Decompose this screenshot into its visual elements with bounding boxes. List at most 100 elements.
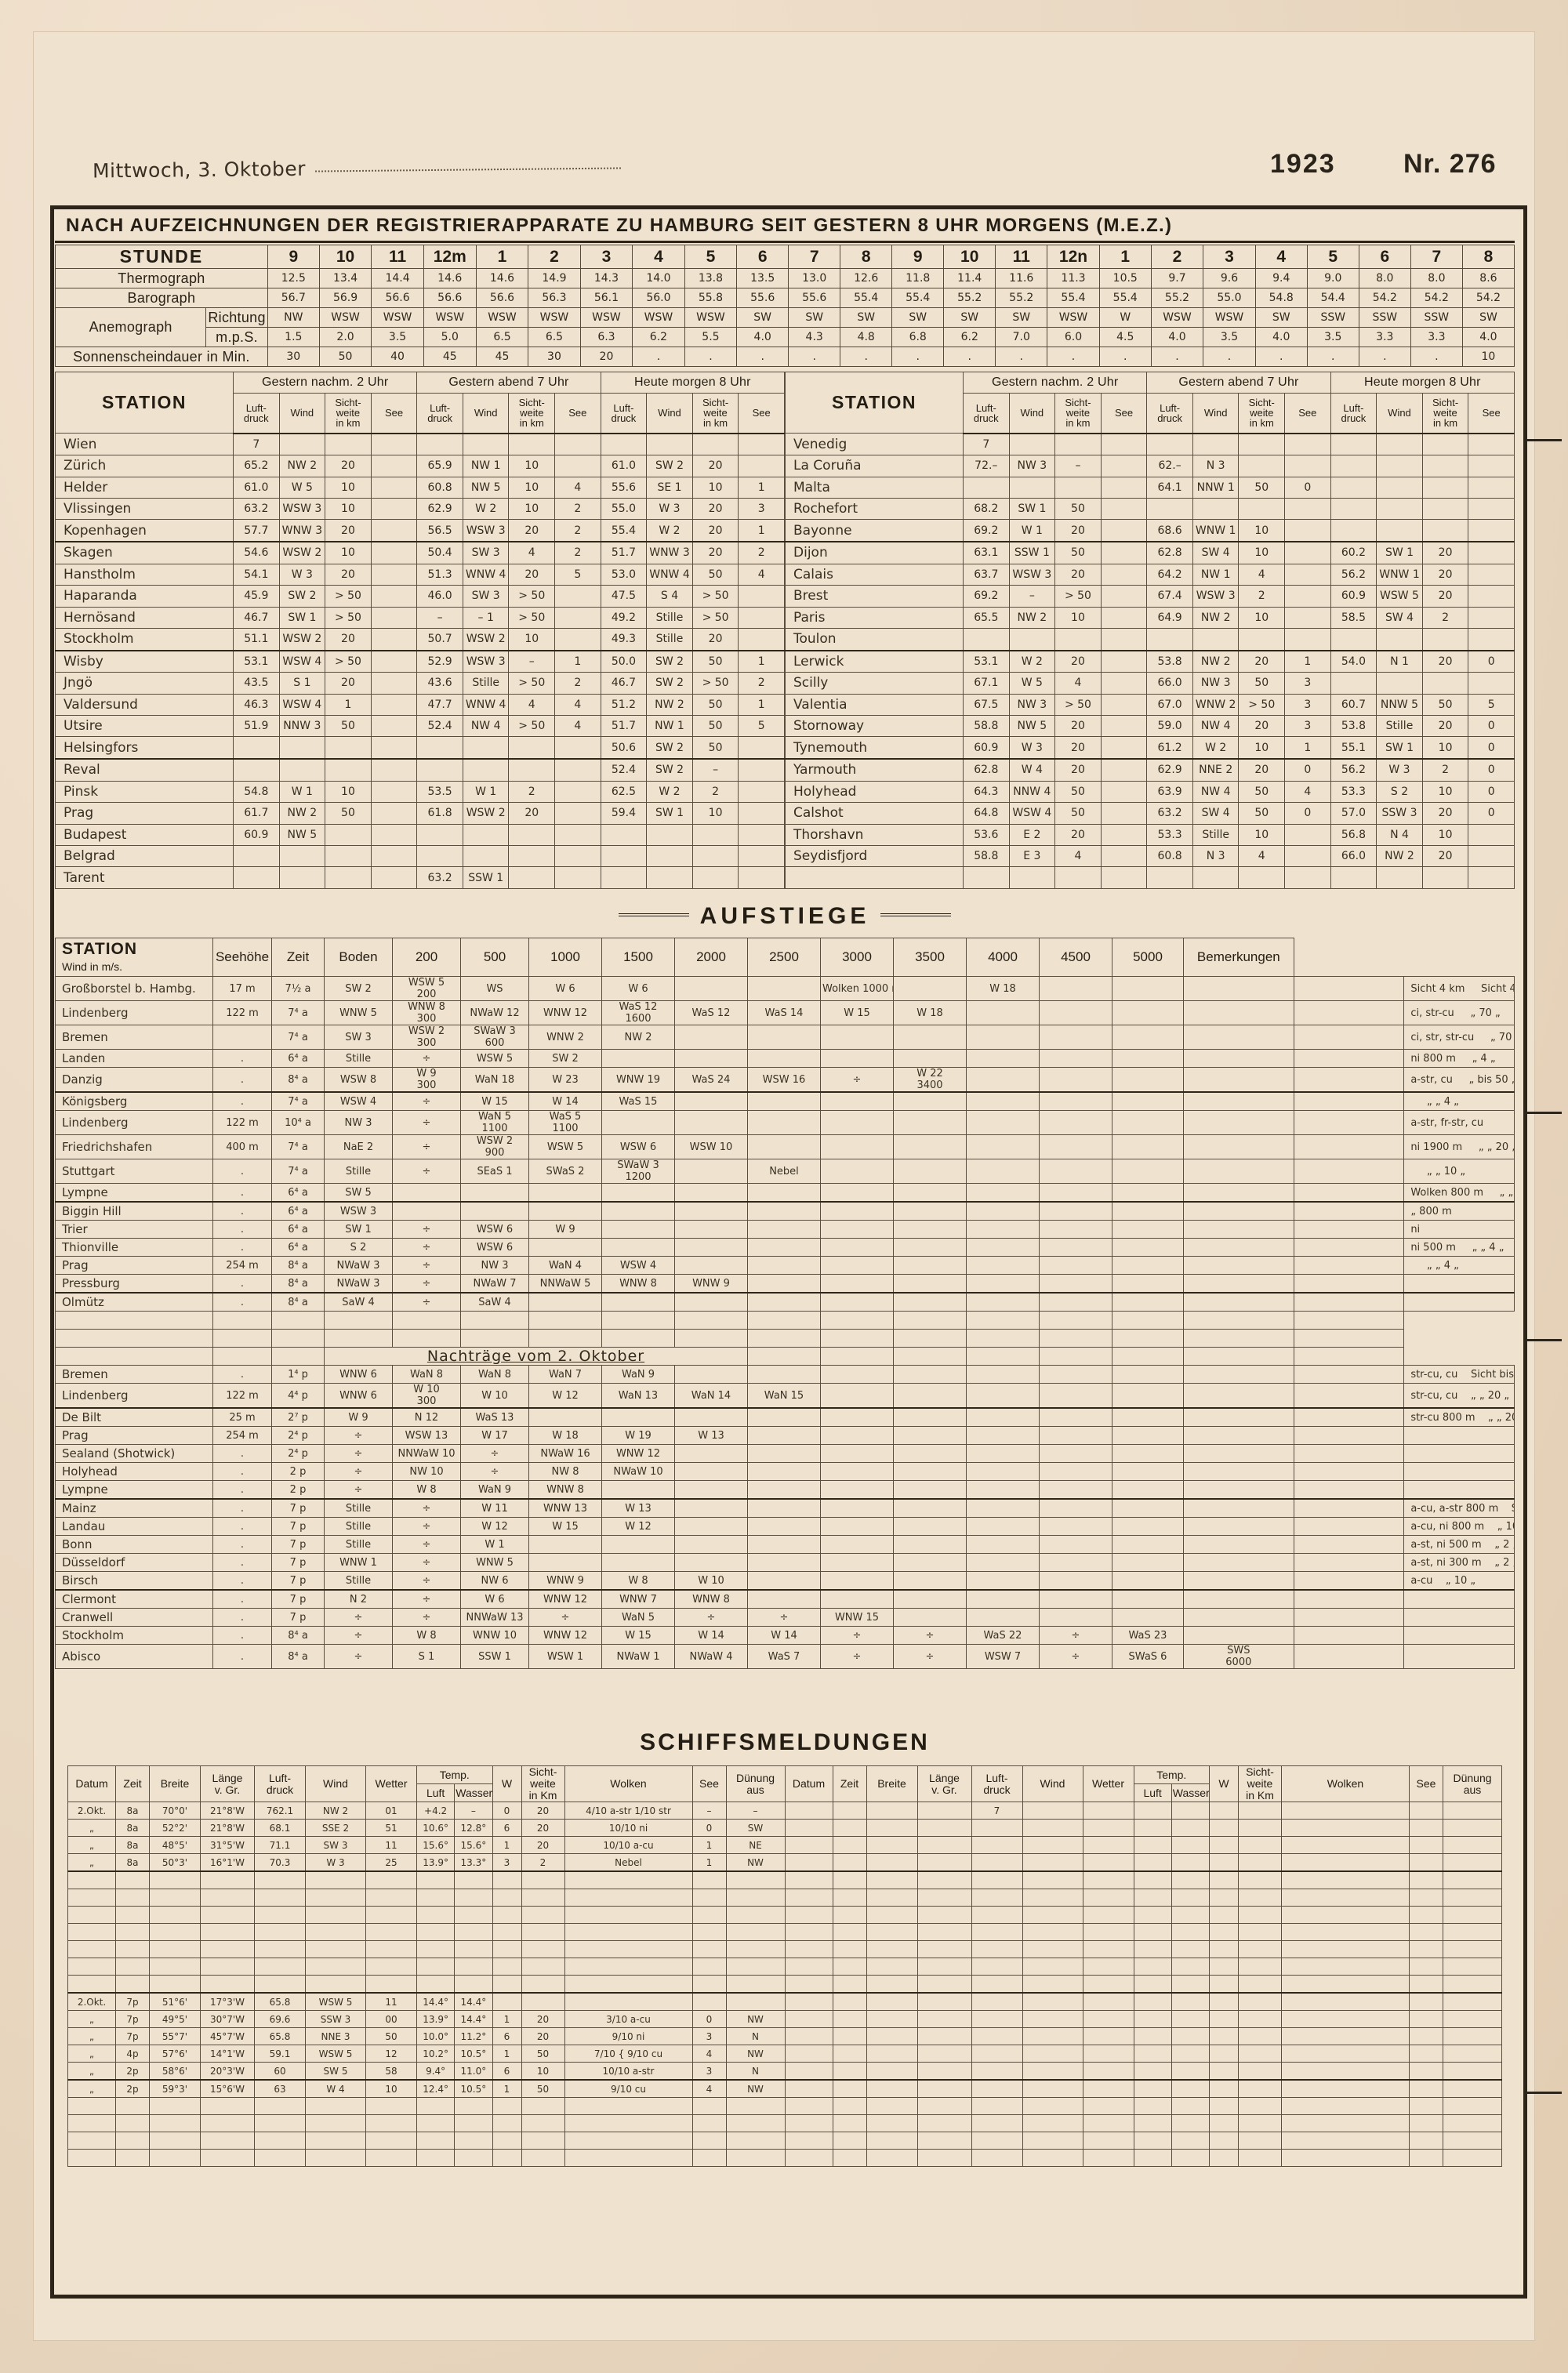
aufstiege-wind-level: WaN 15	[747, 1383, 821, 1409]
ship-longitude: 45°7'W	[200, 2027, 255, 2045]
wind-value: NW 4	[1192, 780, 1240, 804]
wind-value	[1376, 476, 1423, 499]
aufstiege-wind-level	[820, 1426, 894, 1445]
wind-value: WNW 4	[462, 693, 510, 717]
aufstiege-row: Mainz. 7 p Stille ÷ W 11 WNW 13 W 13 a-cu, a-st…	[55, 1498, 1515, 1518]
ship-wind	[305, 2132, 366, 2150]
ship-row: 2.Okt. 8a 70°0' 21°8'W 762.1 NW 2 01 +4.2–0 20 4/…	[67, 1802, 1502, 1820]
sea-value	[554, 736, 601, 760]
blank-cell	[820, 1311, 894, 1330]
aufstiege-remark: a-st, ni 500 m „ 2 „	[1403, 1535, 1515, 1554]
aufstiege-station-name: Pressburg	[55, 1274, 213, 1294]
ship-latitude	[149, 2149, 201, 2167]
aufstiege-wind-level	[747, 1256, 821, 1275]
ship-weather	[365, 1889, 417, 1907]
aufstiege-altitude: .	[212, 1571, 272, 1591]
station-name: La Coruña	[785, 455, 964, 477]
sea-value: 3	[1284, 672, 1331, 695]
aufstiege-wind-level	[1112, 1571, 1184, 1591]
aufstiege-wind-level: ÷	[324, 1480, 393, 1500]
station-row: Scilly 67.1 W 5 4 66.0 NW 3 50 3	[785, 672, 1515, 695]
aufstiege-wind-level	[1112, 1535, 1184, 1554]
ship-temp-air	[416, 2149, 456, 2167]
wind-value	[1192, 866, 1240, 889]
aufstiege-wind-level: Stille	[324, 1517, 393, 1536]
aufstiege-wind-level	[966, 1292, 1040, 1312]
wind-value: SE 1	[646, 476, 693, 499]
aufstiege-wind-level: SWS 6000	[1183, 1644, 1294, 1669]
ship-longitude	[916, 2045, 972, 2063]
ship-wind: W 3	[305, 1853, 366, 1872]
aufstiege-wind-level: ÷	[392, 1274, 461, 1294]
aufstiege-wind-level: W 15	[601, 1626, 675, 1645]
ship-date	[784, 2097, 833, 2115]
pressure-value: 47.5	[600, 585, 648, 608]
sea-value: 2	[554, 497, 601, 521]
aufstiege-station-name: Lindenberg	[55, 1110, 213, 1135]
ship-sea: 0	[691, 2010, 727, 2028]
aufstiege-wind-level: WS	[460, 976, 529, 1001]
visibility-value: 10	[1238, 519, 1286, 542]
visibility-value: > 50	[1238, 693, 1286, 717]
aufstiege-remark	[1403, 1426, 1515, 1445]
blank-cell	[1039, 1347, 1112, 1366]
ship-latitude: 52°2'	[149, 1819, 201, 1837]
aufstiege-station-name: Lindenberg	[55, 1000, 213, 1025]
pressure-value: 52.4	[416, 715, 463, 738]
aufstiege-remark: str-cu, cu „ „ 20 „	[1403, 1383, 1515, 1409]
ship-temp-water	[1171, 2097, 1210, 2115]
wind-value: WSW 3	[278, 497, 326, 521]
aufstiege-altitude: .	[212, 1462, 272, 1481]
ship-temp-air	[1133, 1836, 1172, 1854]
aufstiege-wind-level: ÷	[392, 1535, 461, 1554]
ship-temp-water	[454, 2097, 493, 2115]
wind-value: W 3	[1376, 758, 1423, 782]
ship-w	[1209, 2097, 1239, 2115]
ship-row	[67, 1975, 1502, 1994]
aufstiege-wind-level	[601, 1553, 675, 1572]
aufstiege-station-name: Mainz	[55, 1498, 213, 1518]
visibility-value	[1421, 866, 1469, 889]
wind-sub-header: Wind	[1008, 393, 1056, 434]
ship-latitude	[866, 1958, 918, 1976]
aufstiege-remark	[1403, 1462, 1515, 1481]
ship-date: „	[67, 2045, 116, 2063]
ship-time: 2p	[115, 2062, 150, 2081]
blank-cell	[1293, 1347, 1405, 1366]
aufstiege-wind-level	[1112, 1110, 1184, 1135]
aufstiege-time: 1⁴ p	[271, 1365, 325, 1384]
pressure-value: 53.8	[1330, 715, 1377, 738]
aufstiege-wind-level	[674, 1220, 748, 1239]
aufstiege-wind-level: NW 3	[324, 1110, 393, 1135]
aufstiege-col-header: Zeit	[271, 938, 325, 977]
aufstiege-wind-level	[893, 1238, 967, 1257]
ship-clouds	[1281, 1853, 1410, 1872]
aufstiege-wind-level	[893, 1571, 967, 1591]
aufstiege-row: Sealand (Shotwick). 2⁴ p ÷ NNWaW 10 ÷ NWaW 16…	[55, 1444, 1515, 1463]
aufstiege-wind-level: ÷	[893, 1626, 967, 1645]
sea-value	[1468, 844, 1515, 868]
ship-w: 6	[492, 2062, 522, 2081]
richtung-label: Richtung	[205, 307, 268, 328]
ship-sea	[1409, 1819, 1443, 1837]
ship-swell	[1443, 1853, 1502, 1872]
aufstiege-wind-level	[893, 1049, 967, 1068]
aufstiege-wind-level	[674, 1444, 748, 1463]
wind-value: NW 2	[1192, 649, 1240, 673]
pressure-value: 58.8	[963, 715, 1010, 738]
station-name: Stornoway	[785, 715, 964, 738]
barograph-value: 55.8	[684, 288, 738, 308]
aufstiege-wind-level	[966, 1110, 1040, 1135]
aufstiege-row: Lindenberg 122 m 7⁴ a WNW 5 WNW 8 300 NWaW 12 W…	[55, 1000, 1515, 1025]
aufstiege-wind-level	[820, 1462, 894, 1481]
aufstiege-time: 2 p	[271, 1480, 325, 1500]
ship-wind: SW 3	[305, 1836, 366, 1854]
sea-value: 2	[554, 519, 601, 542]
aufstiege-wind-level	[528, 1238, 602, 1257]
aufstiege-wind-level	[601, 1480, 675, 1500]
aufstiege-col-header: Bemerkungen	[1183, 938, 1294, 977]
sea-value: 4	[554, 693, 601, 717]
pressure-value	[600, 432, 648, 456]
wind-value: SW 4	[1376, 606, 1423, 629]
ship-wind	[1022, 1819, 1083, 1837]
